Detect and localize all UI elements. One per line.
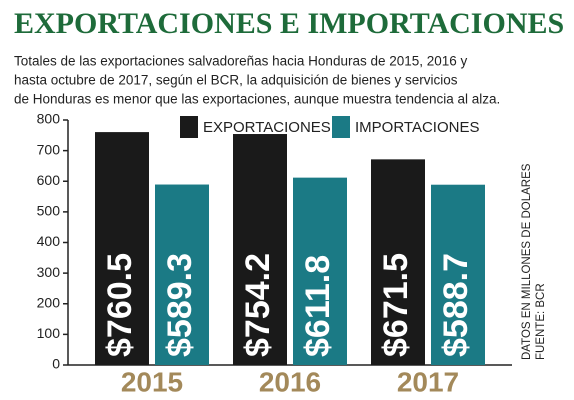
legend-swatch <box>180 116 198 138</box>
bar <box>431 184 485 365</box>
y-tick-label: 500 <box>37 203 61 219</box>
subtitle: de Honduras es menor que las exportacion… <box>14 92 500 107</box>
subtitle: hasta octubre de 2017, según el BCR, la … <box>14 73 458 88</box>
y-tick-label: 700 <box>37 141 61 157</box>
chart-title: EXPORTACIONES E IMPORTACIONES <box>14 7 564 40</box>
x-tick-label: 2017 <box>397 366 459 397</box>
value-label: $671.5 <box>377 253 415 357</box>
y-tick-label: 800 <box>37 111 61 127</box>
annotation: DATOS EN MILLONES DE DOLARES <box>521 163 533 360</box>
value-label: $589.3 <box>161 253 199 357</box>
subtitle: Totales de las exportaciones salvadoreña… <box>14 54 468 69</box>
bar <box>371 159 425 365</box>
bar <box>293 177 347 365</box>
y-tick-label: 100 <box>37 325 61 341</box>
y-tick-label: 0 <box>52 356 60 372</box>
y-tick-label: 200 <box>37 294 61 310</box>
value-label: $588.7 <box>437 253 475 357</box>
x-tick-label: 2016 <box>259 366 321 397</box>
y-tick-label: 600 <box>37 172 61 188</box>
legend-label: EXPORTACIONES <box>203 119 331 136</box>
annotation: FUENTE: BCR <box>535 283 547 360</box>
legend-label: IMPORTACIONES <box>355 119 479 136</box>
y-tick-label: 300 <box>37 264 61 280</box>
value-label: $611.8 <box>299 255 337 357</box>
bar <box>233 134 287 365</box>
value-label: $754.2 <box>239 253 277 357</box>
bar <box>95 132 149 365</box>
x-tick-label: 2015 <box>121 366 183 397</box>
value-label: $760.5 <box>101 253 139 357</box>
y-tick-label: 400 <box>37 233 61 249</box>
bar <box>155 184 209 365</box>
legend-swatch <box>332 116 350 138</box>
